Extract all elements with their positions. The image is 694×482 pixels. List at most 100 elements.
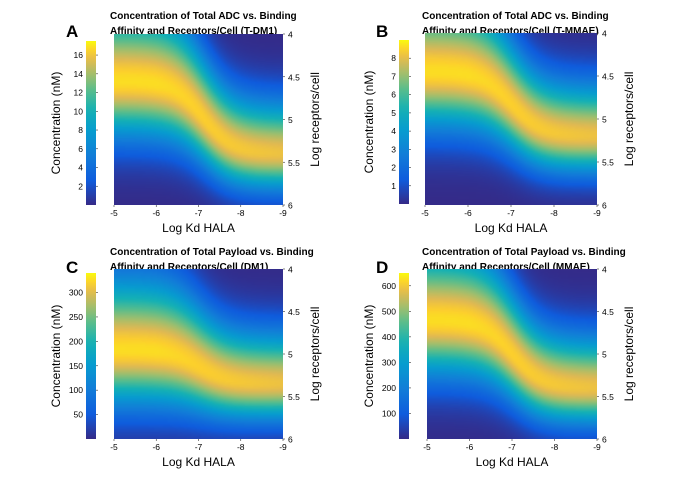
- heatmap-surface: [427, 269, 597, 439]
- x-tick-label: -7: [195, 208, 203, 218]
- colorbar-tick-label: 400: [382, 332, 396, 342]
- colorbar-label: Concentration (nM): [362, 71, 376, 174]
- colorbar-tick-label: 3: [391, 144, 396, 154]
- x-tick-label: -9: [593, 442, 601, 452]
- y-tick-label: 4: [288, 265, 293, 275]
- x-axis-label: Log Kd HALA: [475, 221, 548, 235]
- chart-title-line: Affinity and Receptors/Cell (MMAE): [422, 262, 590, 273]
- y-tick-label: 6: [602, 435, 607, 445]
- colorbar-tick-label: 1: [391, 181, 396, 191]
- x-tick-label: -5: [110, 208, 118, 218]
- panel-c: C Concentration of Total Payload vs. Bind…: [0, 241, 347, 482]
- y-tick-label: 5: [602, 350, 607, 360]
- y-tick-label: 4: [602, 265, 607, 275]
- colorbar: [399, 40, 409, 204]
- heatmap-chart-2: C Concentration of Total Payload vs. Bind…: [49, 247, 322, 469]
- x-tick-label: -6: [466, 442, 474, 452]
- x-tick-label: -6: [464, 208, 472, 218]
- colorbar-tick-label: 300: [382, 357, 396, 367]
- colorbar-tick-label: 16: [74, 50, 84, 60]
- x-tick-label: -7: [507, 208, 515, 218]
- colorbar-tick-label: 7: [391, 71, 396, 81]
- colorbar-tick-label: 4: [78, 163, 83, 173]
- panel-letter: A: [66, 22, 78, 41]
- colorbar-label: Concentration (nM): [362, 305, 376, 408]
- y-tick-label: 6: [288, 201, 293, 211]
- colorbar-tick-label: 12: [74, 88, 84, 98]
- x-tick-label: -7: [195, 442, 203, 452]
- x-tick-label: -6: [152, 442, 160, 452]
- colorbar: [399, 273, 409, 439]
- y-axis-label: Log receptors/cell: [622, 72, 636, 167]
- y-axis-label: Log receptors/cell: [308, 72, 322, 167]
- colorbar-tick-label: 100: [69, 385, 83, 395]
- x-axis-label: Log Kd HALA: [162, 221, 235, 235]
- chart-title-line: Concentration of Total ADC vs. Binding: [422, 11, 609, 22]
- y-tick-label: 5.5: [602, 392, 614, 402]
- x-tick-label: -8: [550, 208, 558, 218]
- y-tick-label: 4: [288, 30, 293, 40]
- colorbar-tick-label: 250: [69, 312, 83, 322]
- colorbar-tick-label: 14: [74, 69, 84, 79]
- colorbar-tick-label: 150: [69, 361, 83, 371]
- chart-title-line: Affinity and Receptors/Cell (T-DM1): [110, 26, 277, 37]
- heatmap-chart-1: B Concentration of Total ADC vs. Binding A…: [362, 11, 636, 235]
- colorbar-tick-label: 200: [69, 336, 83, 346]
- y-tick-label: 5.5: [602, 158, 614, 168]
- y-tick-label: 5: [288, 350, 293, 360]
- heatmap-surface: [114, 269, 283, 439]
- y-tick-label: 6: [288, 435, 293, 445]
- x-tick-label: -5: [110, 442, 118, 452]
- x-tick-label: -9: [279, 442, 287, 452]
- x-tick-label: -9: [593, 208, 601, 218]
- panel-letter: C: [66, 258, 78, 277]
- y-tick-label: 5.5: [288, 392, 300, 402]
- colorbar-tick-label: 300: [69, 288, 83, 298]
- y-tick-label: 6: [602, 201, 607, 211]
- y-tick-label: 4: [602, 29, 607, 39]
- colorbar-tick-label: 8: [391, 53, 396, 63]
- colorbar-tick-label: 10: [74, 106, 84, 116]
- y-tick-label: 4.5: [288, 307, 300, 317]
- y-axis-label: Log receptors/cell: [622, 307, 636, 402]
- colorbar-tick-label: 2: [78, 181, 83, 191]
- panel-letter: B: [376, 22, 388, 41]
- panel-letter: D: [376, 258, 388, 277]
- heatmap-chart-0: A Concentration of Total ADC vs. Binding A…: [49, 11, 322, 235]
- x-axis-label: Log Kd HALA: [162, 455, 235, 469]
- x-tick-label: -6: [152, 208, 160, 218]
- colorbar-tick-label: 8: [78, 125, 83, 135]
- chart-title-line: Affinity and Receptors/Cell (DM1): [110, 262, 268, 273]
- colorbar-tick-label: 6: [391, 90, 396, 100]
- colorbar-label: Concentration (nM): [49, 305, 63, 408]
- x-tick-label: -8: [551, 442, 559, 452]
- colorbar-tick-label: 200: [382, 383, 396, 393]
- colorbar-tick-label: 2: [391, 163, 396, 173]
- colorbar: [86, 41, 96, 205]
- y-tick-label: 4.5: [288, 72, 300, 82]
- x-tick-label: -8: [237, 442, 245, 452]
- panel-d: D Concentration of Total Payload vs. Bind…: [347, 241, 694, 482]
- y-tick-label: 4.5: [602, 72, 614, 82]
- panel-b: B Concentration of Total ADC vs. Binding A…: [347, 0, 694, 241]
- y-tick-label: 5.5: [288, 158, 300, 168]
- y-tick-label: 5: [602, 115, 607, 125]
- colorbar-tick-label: 600: [382, 281, 396, 291]
- x-tick-label: -7: [508, 442, 516, 452]
- colorbar-tick-label: 50: [74, 410, 84, 420]
- colorbar-tick-label: 4: [391, 126, 396, 136]
- colorbar-tick-label: 100: [382, 408, 396, 418]
- y-tick-label: 5: [288, 115, 293, 125]
- chart-title-line: Concentration of Total ADC vs. Binding: [110, 11, 297, 22]
- x-tick-label: -5: [423, 442, 431, 452]
- colorbar-label: Concentration (nM): [49, 72, 63, 175]
- y-tick-label: 4.5: [602, 307, 614, 317]
- x-tick-label: -9: [279, 208, 287, 218]
- chart-title-line: Concentration of Total Payload vs. Bindi…: [422, 247, 626, 258]
- x-axis-label: Log Kd HALA: [476, 455, 549, 469]
- heatmap-surface: [425, 33, 597, 205]
- y-axis-label: Log receptors/cell: [308, 307, 322, 402]
- heatmap-chart-3: D Concentration of Total Payload vs. Bind…: [362, 247, 636, 469]
- colorbar: [86, 273, 96, 439]
- colorbar-tick-label: 6: [78, 144, 83, 154]
